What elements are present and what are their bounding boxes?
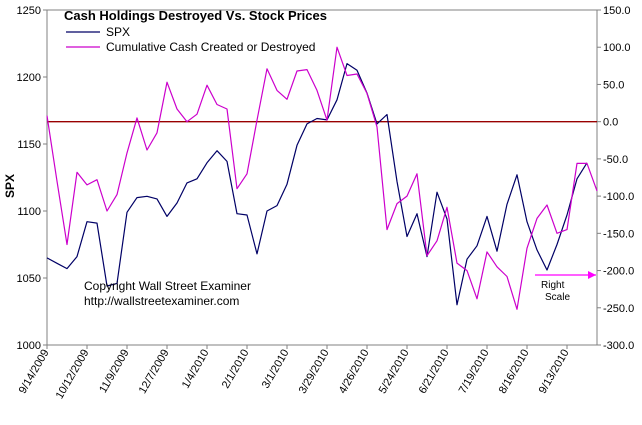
right-scale-annotation: Right Scale bbox=[535, 271, 596, 303]
plot-area bbox=[46, 9, 598, 346]
right-axis-ticks: -300.0 -250.0 -200.0 -150.0 -100.0 -50.0 0.0 50… bbox=[597, 5, 634, 352]
x-tick-label: 6/21/2010 bbox=[417, 348, 452, 396]
series-line-cash bbox=[46, 46, 598, 310]
left-axis-ticks: 1000 1050 1100 1150 1200 1250 bbox=[17, 5, 47, 352]
legend-label-spx: SPX bbox=[106, 25, 130, 39]
copyright-note: Copyright Wall Street Examiner bbox=[84, 279, 251, 293]
x-tick-label: 1/4/2010 bbox=[180, 348, 212, 391]
x-tick-label: 8/16/2010 bbox=[497, 348, 532, 396]
right-tick-label: -250.0 bbox=[603, 303, 634, 315]
x-tick-label: 2/1/2010 bbox=[220, 348, 252, 391]
x-tick-label: 10/12/2009 bbox=[54, 348, 92, 402]
right-tick-label: 100.0 bbox=[603, 42, 631, 54]
left-tick-label: 1050 bbox=[17, 273, 41, 285]
chart-title: Cash Holdings Destroyed Vs. Stock Prices bbox=[64, 8, 327, 23]
right-scale-arrow-head bbox=[588, 271, 596, 279]
x-tick-label: 3/1/2010 bbox=[260, 348, 292, 391]
right-tick-label: 0.0 bbox=[603, 117, 618, 129]
y-axis-label: SPX bbox=[3, 174, 17, 198]
right-tick-label: -100.0 bbox=[603, 191, 634, 203]
left-tick-label: 1250 bbox=[17, 5, 41, 17]
x-tick-label: 7/19/2010 bbox=[457, 348, 492, 396]
right-scale-label-line2: Scale bbox=[545, 292, 570, 303]
x-tick-label: 4/26/2010 bbox=[337, 348, 372, 396]
left-tick-label: 1150 bbox=[17, 139, 41, 151]
x-tick-label: 5/24/2010 bbox=[377, 348, 412, 396]
left-tick-label: 1100 bbox=[17, 206, 41, 218]
x-tick-label: 11/9/2009 bbox=[97, 348, 131, 396]
x-tick-label: 3/29/2010 bbox=[297, 348, 332, 396]
x-tick-label: 12/7/2009 bbox=[137, 348, 172, 396]
right-tick-label: 150.0 bbox=[603, 5, 631, 17]
right-tick-label: -200.0 bbox=[603, 266, 634, 278]
website-note: http://wallstreetexaminer.com bbox=[84, 294, 239, 308]
right-tick-label: 50.0 bbox=[603, 79, 624, 91]
legend: SPX Cumulative Cash Created or Destroyed bbox=[66, 25, 315, 54]
right-tick-label: -50.0 bbox=[603, 154, 628, 166]
legend-label-cash: Cumulative Cash Created or Destroyed bbox=[106, 40, 315, 54]
right-scale-label-line1: Right bbox=[541, 280, 565, 291]
left-tick-label: 1000 bbox=[17, 340, 41, 352]
x-axis-ticks: 9/14/2009 10/12/2009 11/9/2009 12/7/2009 1/4… bbox=[17, 345, 572, 401]
right-tick-label: -300.0 bbox=[603, 340, 634, 352]
x-tick-label: 9/14/2009 bbox=[17, 348, 52, 396]
series-layer bbox=[46, 46, 598, 310]
series-line-spx bbox=[46, 62, 588, 306]
left-tick-label: 1200 bbox=[17, 72, 41, 84]
right-tick-label: -150.0 bbox=[603, 228, 634, 240]
x-tick-label: 9/13/2010 bbox=[537, 348, 572, 396]
